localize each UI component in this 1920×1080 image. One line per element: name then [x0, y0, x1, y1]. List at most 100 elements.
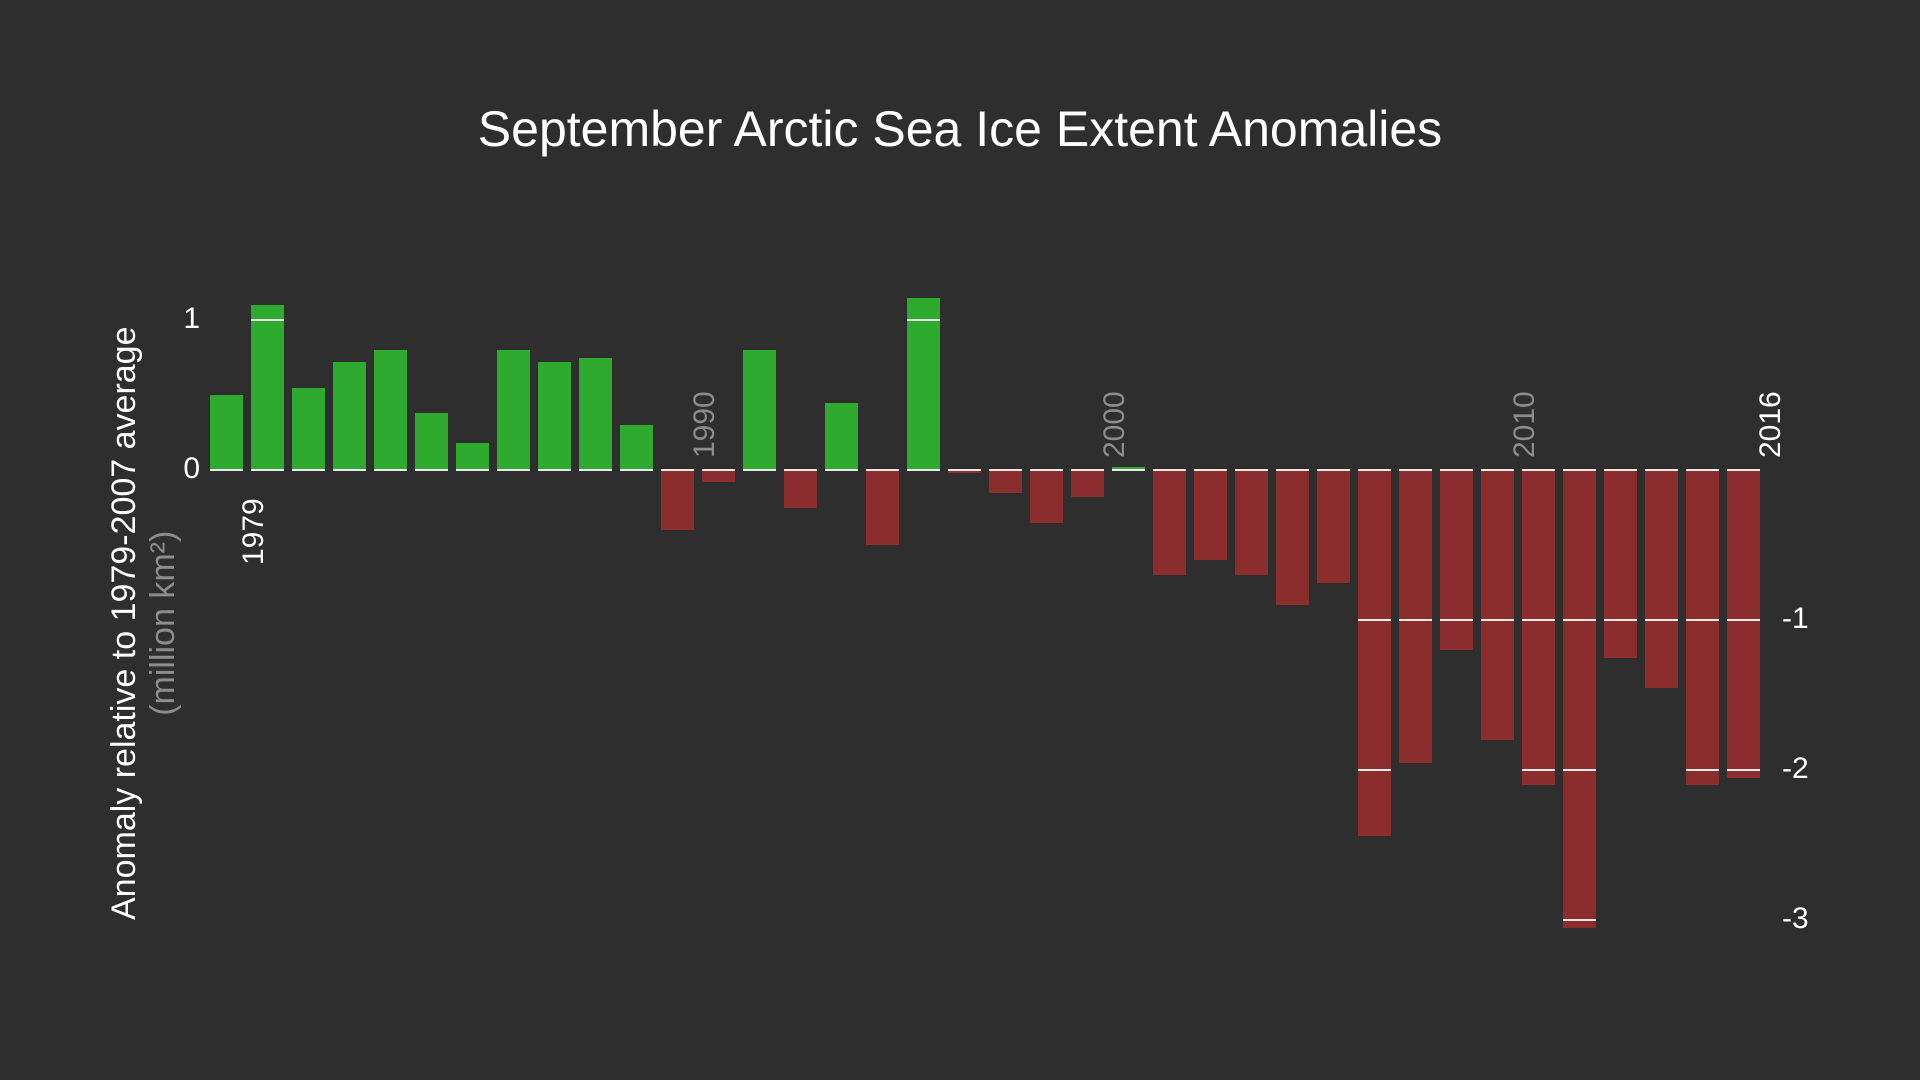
gridline-segment	[456, 469, 489, 471]
bar-2006	[1317, 470, 1350, 583]
gridline-segment	[1481, 469, 1514, 471]
bar-1983	[374, 350, 407, 470]
bar-1979	[210, 395, 243, 470]
bar-1992	[743, 350, 776, 470]
gridline-segment	[1604, 469, 1637, 471]
gridline-segment	[251, 319, 284, 321]
xlabel-1979: 1979	[237, 498, 271, 565]
bar-2008	[1399, 470, 1432, 763]
bar-1985	[456, 443, 489, 470]
bar-2013	[1604, 470, 1637, 658]
gridline-segment	[210, 469, 243, 471]
bar-1984	[415, 413, 448, 470]
gridline-segment	[1563, 469, 1596, 471]
gridline-segment	[1645, 619, 1678, 621]
gridline-segment	[1071, 469, 1104, 471]
gridline-segment	[1358, 619, 1391, 621]
gridline-segment	[907, 469, 940, 471]
gridline-segment	[948, 469, 981, 471]
ytick-left-0: 0	[140, 452, 200, 486]
bar-2016	[1727, 470, 1760, 778]
bar-1989	[620, 425, 653, 470]
gridline-segment	[251, 469, 284, 471]
bar-1995	[866, 470, 899, 545]
gridline-segment	[1645, 469, 1678, 471]
gridline-segment	[1522, 469, 1555, 471]
bar-1982	[333, 362, 366, 470]
gridline-segment	[1030, 469, 1063, 471]
gridline-segment	[743, 469, 776, 471]
bar-2009	[1440, 470, 1473, 650]
bar-1991	[702, 470, 735, 482]
bar-1993	[784, 470, 817, 508]
gridline-segment	[1686, 469, 1719, 471]
xlabel-2000: 2000	[1098, 391, 1132, 458]
gridline-segment	[702, 469, 735, 471]
gridline-segment	[1686, 769, 1719, 771]
plot-area	[210, 170, 1770, 950]
y-axis-label-sub: (million km²)	[144, 531, 182, 716]
gridline-segment	[1727, 619, 1760, 621]
gridline-segment	[1727, 769, 1760, 771]
gridline-segment	[1604, 619, 1637, 621]
gridline-segment	[292, 469, 325, 471]
gridline-segment	[1153, 469, 1186, 471]
gridline-segment	[1563, 619, 1596, 621]
gridline-segment	[1481, 619, 1514, 621]
bar-2010	[1481, 470, 1514, 740]
bar-2011	[1522, 470, 1555, 785]
gridline-segment	[1686, 619, 1719, 621]
bar-1994	[825, 403, 858, 471]
xlabel-2010: 2010	[1508, 391, 1542, 458]
y-axis-label: Anomaly relative to 1979-2007 average (m…	[105, 327, 183, 921]
bar-1999	[1030, 470, 1063, 523]
gridline-segment	[1399, 469, 1432, 471]
gridline-segment	[1440, 469, 1473, 471]
bar-2003	[1194, 470, 1227, 560]
bar-1998	[989, 470, 1022, 493]
gridline-segment	[1727, 469, 1760, 471]
ytick-left-1: 1	[140, 302, 200, 336]
ytick-right--3: -3	[1782, 902, 1842, 936]
bar-2004	[1235, 470, 1268, 575]
gridline-segment	[1522, 769, 1555, 771]
bar-1988	[579, 358, 612, 471]
gridline-segment	[1563, 919, 1596, 921]
gridline-segment	[907, 319, 940, 321]
gridline-segment	[579, 469, 612, 471]
bar-2007	[1358, 470, 1391, 836]
bar-2005	[1276, 470, 1309, 605]
bar-2002	[1153, 470, 1186, 575]
gridline-segment	[989, 469, 1022, 471]
gridline-segment	[866, 469, 899, 471]
gridline-segment	[784, 469, 817, 471]
chart-title: September Arctic Sea Ice Extent Anomalie…	[0, 100, 1920, 158]
chart-container: September Arctic Sea Ice Extent Anomalie…	[0, 0, 1920, 1080]
xlabel-2016: 2016	[1754, 391, 1788, 458]
ytick-right--2: -2	[1782, 752, 1842, 786]
bar-2000	[1071, 470, 1104, 497]
gridline-segment	[1440, 619, 1473, 621]
bar-1996	[907, 298, 940, 471]
gridline-segment	[497, 469, 530, 471]
y-axis-label-main: Anomaly relative to 1979-2007 average	[105, 327, 143, 921]
xlabel-1990: 1990	[688, 391, 722, 458]
gridline-segment	[1112, 469, 1145, 471]
gridline-segment	[825, 469, 858, 471]
gridline-segment	[1276, 469, 1309, 471]
gridline-segment	[1194, 469, 1227, 471]
gridline-segment	[374, 469, 407, 471]
gridline-segment	[1317, 469, 1350, 471]
bar-1980	[251, 305, 284, 470]
bar-2012	[1563, 470, 1596, 928]
gridline-segment	[620, 469, 653, 471]
bar-1990	[661, 470, 694, 530]
gridline-segment	[661, 469, 694, 471]
gridline-segment	[1358, 769, 1391, 771]
gridline-segment	[1399, 619, 1432, 621]
bar-1981	[292, 388, 325, 471]
gridline-segment	[415, 469, 448, 471]
ytick-right--1: -1	[1782, 602, 1842, 636]
gridline-segment	[1358, 469, 1391, 471]
gridline-segment	[1563, 769, 1596, 771]
